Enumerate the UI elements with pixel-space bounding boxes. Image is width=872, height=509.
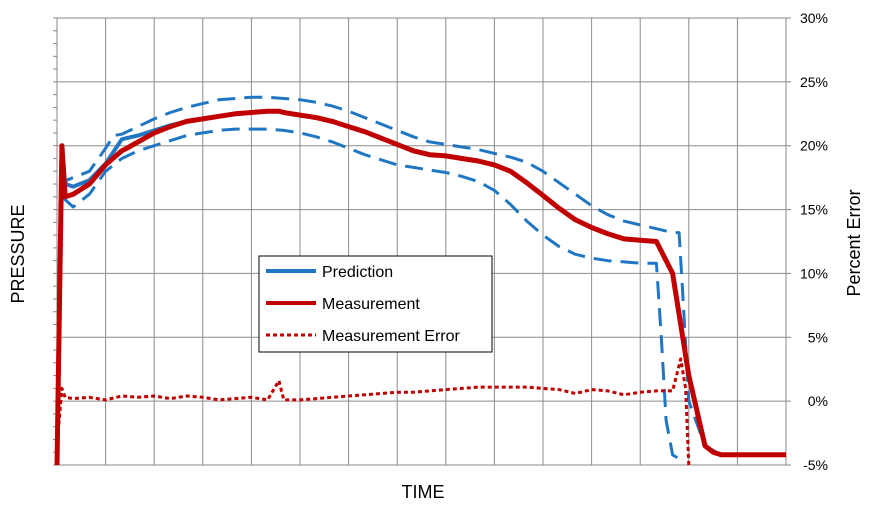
x-axis-title: TIME [402, 482, 445, 502]
legend: Prediction Measurement Measurement Error [258, 255, 493, 353]
series-layer [54, 95, 786, 466]
legend-label-measurement-error: Measurement Error [322, 328, 460, 345]
y2-tick-label: 5% [808, 329, 828, 345]
y2-tick-label: -5% [803, 457, 828, 473]
y2-axis-title: Percent Error [844, 189, 864, 296]
y-axis-title: PRESSURE [8, 204, 28, 303]
legend-label-prediction: Prediction [322, 264, 393, 281]
y2-tick-label: 20% [800, 138, 828, 154]
series-measurement [54, 108, 786, 466]
y2-tick-label: 0% [808, 393, 828, 409]
y2-tick-label: 15% [800, 202, 828, 218]
y2-tick-label: 25% [800, 74, 828, 90]
y2-tick-label: 30% [800, 10, 828, 26]
left-axis-ticks [53, 17, 57, 466]
series-upper-bound [60, 95, 786, 457]
series-lower-bound [60, 127, 682, 462]
y2-tick-label: 10% [800, 265, 828, 281]
right-axis-tick-labels: 30% 25% 20% 15% 10% 5% 0% -5% [786, 10, 828, 473]
series-measurement-error [55, 357, 691, 466]
plot-area [56, 17, 787, 466]
legend-label-measurement: Measurement [322, 296, 420, 313]
